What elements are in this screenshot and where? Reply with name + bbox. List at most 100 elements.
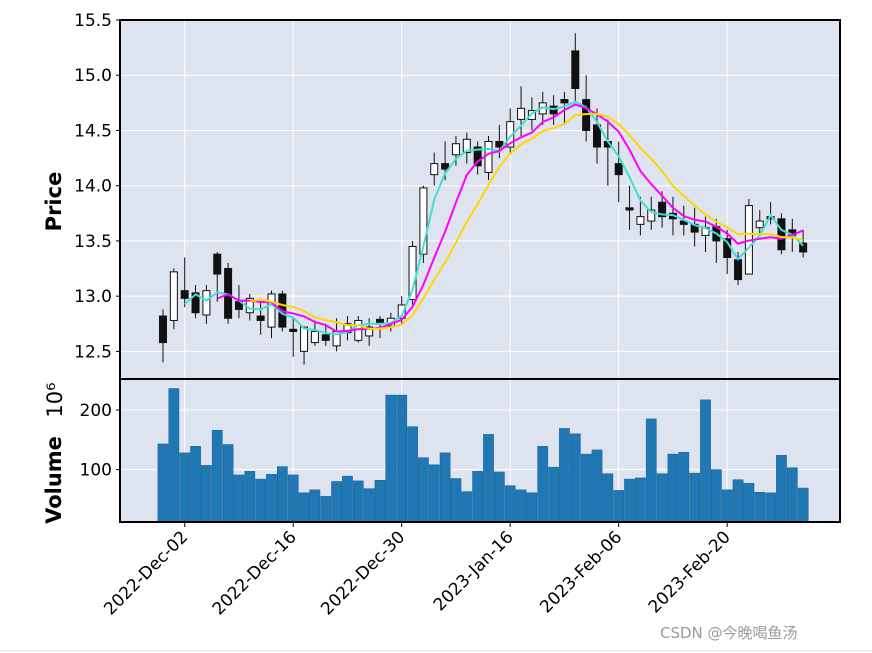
volume-bar bbox=[624, 478, 635, 523]
candle-up bbox=[647, 209, 656, 222]
volume-bar bbox=[580, 453, 592, 523]
volume-bar bbox=[190, 446, 201, 523]
volume-bar bbox=[396, 394, 408, 523]
volume-bar bbox=[743, 483, 755, 523]
candle-up bbox=[419, 187, 428, 255]
volume-bar bbox=[645, 418, 657, 523]
volume-bar bbox=[559, 428, 570, 523]
volume-bar bbox=[689, 472, 700, 523]
volume-bar bbox=[504, 485, 516, 523]
volume-bar bbox=[591, 449, 603, 523]
volume-bar bbox=[374, 480, 386, 523]
price-tick-label: 13.5 bbox=[74, 232, 112, 252]
price-tick-label: 14.5 bbox=[74, 121, 112, 141]
price-tick-label: 14.0 bbox=[74, 177, 112, 197]
volume-bar bbox=[450, 478, 462, 523]
candle-up bbox=[430, 163, 439, 176]
candle-up bbox=[202, 290, 211, 316]
volume-bar bbox=[754, 491, 766, 523]
volume-bar bbox=[233, 474, 245, 523]
volume-exponent-label: 10⁶ bbox=[43, 382, 67, 417]
candle-down bbox=[159, 315, 167, 344]
volume-bar bbox=[548, 466, 559, 523]
price-tick-label: 13.0 bbox=[74, 287, 112, 307]
volume-bar bbox=[211, 429, 223, 523]
candle-down bbox=[679, 220, 688, 225]
volume-bar bbox=[635, 477, 646, 523]
price-tick-label: 15.0 bbox=[74, 66, 112, 86]
volume-bar bbox=[157, 443, 169, 523]
candle-down bbox=[658, 201, 667, 218]
x-tick-label: 2022-Dec-02 bbox=[100, 527, 192, 619]
volume-bar bbox=[309, 489, 321, 523]
x-tick-label: 2023-Jan-16 bbox=[430, 527, 518, 615]
volume-bar bbox=[352, 480, 364, 523]
volume-bar bbox=[222, 444, 234, 523]
volume-bar bbox=[298, 492, 310, 523]
candle-up bbox=[451, 143, 460, 156]
candle-down bbox=[321, 334, 330, 341]
x-tick-label: 2023-Feb-20 bbox=[645, 527, 735, 617]
volume-bar bbox=[439, 452, 451, 523]
volume-bar bbox=[277, 466, 288, 523]
csdn-watermark: CSDN @今晚喝鱼汤 bbox=[660, 624, 798, 642]
volume-bar bbox=[732, 479, 744, 523]
candle-up bbox=[310, 331, 319, 344]
volume-panel bbox=[119, 378, 841, 523]
candle-down bbox=[625, 207, 634, 211]
volume-bar bbox=[428, 464, 440, 523]
volume-bar bbox=[786, 467, 798, 523]
price-tick-label: 12.5 bbox=[74, 342, 112, 362]
candle-up bbox=[267, 293, 276, 328]
volume-bar bbox=[515, 489, 527, 523]
volume-bar bbox=[255, 478, 267, 523]
volume-bar bbox=[765, 492, 776, 523]
volume-bar bbox=[418, 457, 429, 523]
volume-bar bbox=[363, 488, 375, 523]
candle-up bbox=[517, 107, 526, 120]
volume-bar bbox=[656, 473, 668, 523]
volume-bar bbox=[613, 490, 625, 523]
candle-up bbox=[169, 271, 178, 321]
volume-bar bbox=[168, 388, 180, 523]
price-axis-label: Price bbox=[42, 172, 66, 232]
candle-down bbox=[799, 242, 808, 253]
volume-bar bbox=[342, 475, 353, 523]
volume-bar bbox=[472, 471, 483, 523]
volume-bar bbox=[483, 434, 494, 523]
candle-down bbox=[180, 290, 189, 299]
volume-bar bbox=[385, 394, 397, 523]
candle-down bbox=[256, 315, 265, 321]
candle-down bbox=[473, 146, 482, 167]
volume-bar bbox=[331, 481, 342, 523]
volume-bar bbox=[461, 491, 473, 523]
bottom-divider bbox=[0, 650, 872, 651]
volume-bar bbox=[678, 452, 690, 523]
volume-bar bbox=[179, 452, 191, 523]
x-tick-label: 2022-Dec-30 bbox=[317, 527, 409, 619]
volume-bar bbox=[201, 465, 212, 523]
volume-bar bbox=[526, 492, 538, 523]
candle-up bbox=[462, 138, 471, 154]
volume-bar bbox=[797, 487, 809, 523]
moving-average-line bbox=[216, 103, 804, 333]
volume-bar bbox=[494, 471, 505, 523]
candle-up bbox=[636, 216, 645, 225]
moving-average-line bbox=[184, 100, 804, 336]
volume-bar bbox=[537, 446, 549, 523]
candle-up bbox=[300, 326, 309, 352]
volume-bar bbox=[776, 455, 787, 523]
candle-down bbox=[571, 50, 580, 89]
x-tick-label: 2022-Dec-16 bbox=[209, 527, 301, 619]
volume-bar bbox=[287, 474, 299, 523]
volume-bar bbox=[602, 473, 614, 523]
volume-bar bbox=[569, 433, 581, 523]
candle-down bbox=[441, 163, 450, 170]
volume-bar bbox=[700, 399, 711, 523]
moving-average-line bbox=[249, 113, 804, 330]
candle-down bbox=[734, 259, 743, 281]
price-panel bbox=[119, 19, 841, 380]
x-tick-label: 2023-Feb-06 bbox=[536, 527, 626, 617]
candle-down bbox=[593, 124, 601, 148]
